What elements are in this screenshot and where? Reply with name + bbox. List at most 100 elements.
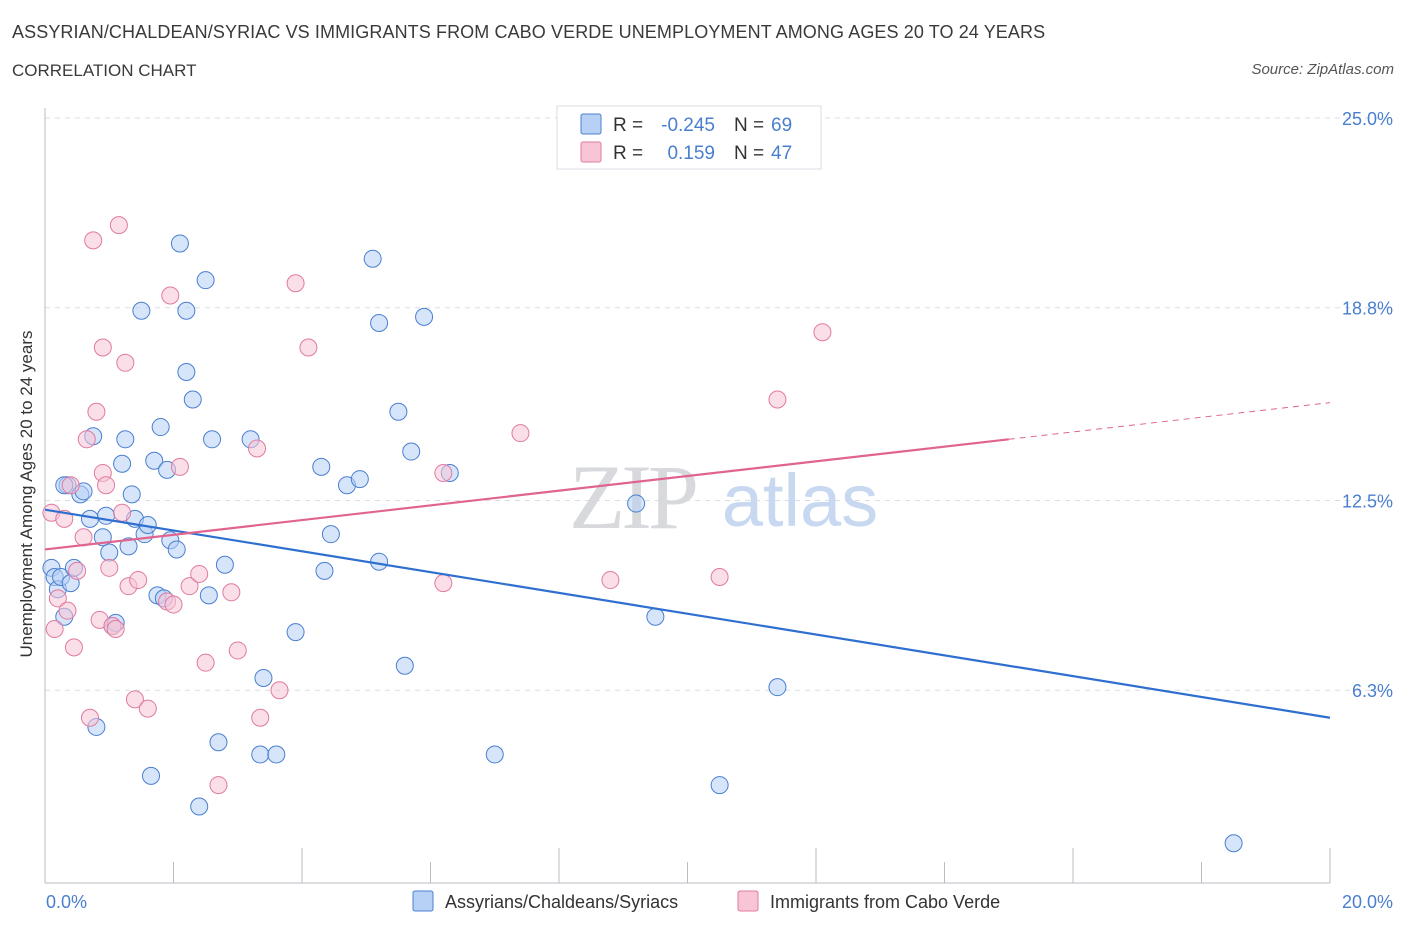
data-point [627,494,646,513]
data-point [228,641,247,660]
data-point [312,457,331,476]
data-point [370,552,389,571]
data-point [215,555,234,574]
data-point [84,231,103,250]
data-point [209,776,228,795]
data-point [161,286,180,305]
data-point [813,323,832,342]
data-point [267,745,286,764]
data-point [710,776,729,795]
data-point [48,589,67,608]
data-point [129,571,148,590]
y-tick-label: 18.8% [1342,299,1393,319]
axes [44,108,1331,884]
chart-title: ASSYRIAN/CHALDEAN/SYRIAC VS IMMIGRANTS F… [12,22,1046,42]
data-point [151,418,170,437]
bottom-legend-swatch-blue [412,890,434,912]
bottom-legend-label-blue: Assyrians/Chaldeans/Syriacs [445,892,678,912]
data-point [170,457,189,476]
data-point [97,506,116,525]
data-point [415,307,434,326]
data-point [164,595,183,614]
data-point [119,537,138,556]
data-point [116,353,135,372]
data-point [87,402,106,421]
data-point [196,271,215,290]
data-point [485,745,504,764]
data-point [125,690,144,709]
data-point [768,678,787,697]
data-point [222,583,241,602]
series-legend: Assyrians/Chaldeans/Syriacs Immigrants f… [412,890,1000,912]
series-cabo-verde [42,216,832,795]
chart-subtitle: CORRELATION CHART [12,61,197,80]
data-point [321,525,340,544]
data-point [251,708,270,727]
data-point [363,249,382,268]
data-point [196,653,215,672]
data-point [93,338,112,357]
data-point [122,485,141,504]
y-tick-label: 12.5% [1342,492,1393,512]
data-point [646,607,665,626]
data-point [100,543,119,562]
legend-swatch-blue [580,113,602,135]
watermark-atlas: atlas [722,459,878,542]
legend-n-label-2: N = [734,143,764,164]
legend-r-label-2: R = [613,143,643,164]
data-point [203,430,222,449]
legend-n-value-2: 47 [771,143,792,164]
data-point [395,656,414,675]
data-point [434,463,453,482]
data-point [77,430,96,449]
data-point [138,699,157,718]
data-point [254,668,273,687]
y-tick-label: 6.3% [1352,681,1393,701]
data-point [109,216,128,235]
tick-labels: 6.3% 12.5% 18.8% 25.0% 0.0% 20.0% [46,109,1393,912]
data-point [80,708,99,727]
data-point [113,503,132,522]
data-point [55,509,74,528]
data-point [286,274,305,293]
data-point [106,620,125,639]
data-point [389,402,408,421]
data-point [511,424,530,443]
data-point [58,601,77,620]
data-point [68,561,87,580]
legend-r-value-2: 0.159 [667,143,715,164]
data-point [45,620,64,639]
data-point [286,623,305,642]
legend-n-label-1: N = [734,115,764,136]
data-point [315,561,334,580]
legend-r-label-1: R = [613,115,643,136]
data-point [190,564,209,583]
correlation-legend: R = -0.245 N = 69 R = 0.159 N = 47 [556,105,822,170]
data-point [145,451,164,470]
y-tick-label: 25.0% [1342,109,1393,129]
data-point [142,766,161,785]
data-point [768,390,787,409]
data-point [370,314,389,333]
data-point [100,558,119,577]
data-point [1224,834,1243,853]
data-point [251,745,270,764]
trend-line-cabo-verde [44,438,1009,551]
data-point [601,571,620,590]
data-point [710,568,729,586]
data-point [248,439,267,458]
trend-line-assyrians [44,508,1331,719]
data-point [116,430,135,449]
data-point [167,540,186,559]
grid-lines [45,117,1395,691]
data-point [177,362,196,381]
data-point [350,470,369,489]
data-point [61,476,80,495]
legend-r-value-1: -0.245 [661,115,715,136]
data-point [183,390,202,409]
data-point [170,234,189,253]
data-point [209,733,228,752]
bottom-legend-swatch-pink [737,890,759,912]
source-label: Source: ZipAtlas.com [1251,61,1394,78]
data-point [97,476,116,495]
